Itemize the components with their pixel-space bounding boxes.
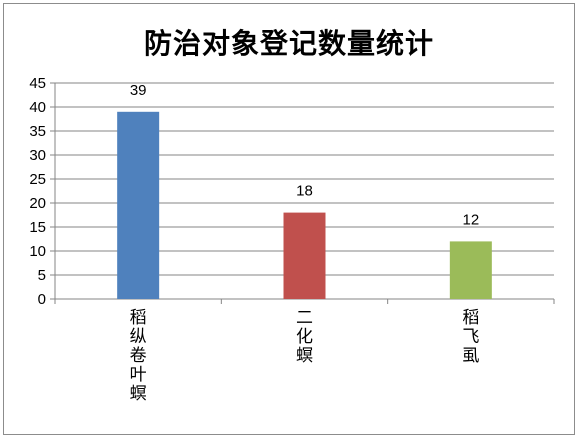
data-label: 39 xyxy=(130,82,147,99)
y-tick-label: 25 xyxy=(29,171,46,188)
bar xyxy=(117,111,160,299)
y-tick-label: 15 xyxy=(29,219,46,236)
y-tick-label: 5 xyxy=(38,267,46,284)
y-tick-label: 40 xyxy=(29,99,46,116)
bar xyxy=(449,241,492,299)
x-category-label: 稻纵卷叶螟 xyxy=(130,308,147,404)
bar xyxy=(283,212,326,299)
data-label: 12 xyxy=(462,211,479,228)
y-tick-label: 30 xyxy=(29,147,46,164)
y-tick-label: 10 xyxy=(29,243,46,260)
y-tick-label: 35 xyxy=(29,123,46,140)
y-tick-label: 20 xyxy=(29,195,46,212)
x-category-label: 稻飞虱 xyxy=(462,308,479,366)
y-tick-label: 45 xyxy=(29,75,46,92)
x-category-label: 二化螟 xyxy=(296,308,313,366)
chart-title: 防治对象登记数量统计 xyxy=(143,27,434,60)
y-tick-label: 0 xyxy=(38,291,46,308)
data-label: 18 xyxy=(296,183,313,200)
